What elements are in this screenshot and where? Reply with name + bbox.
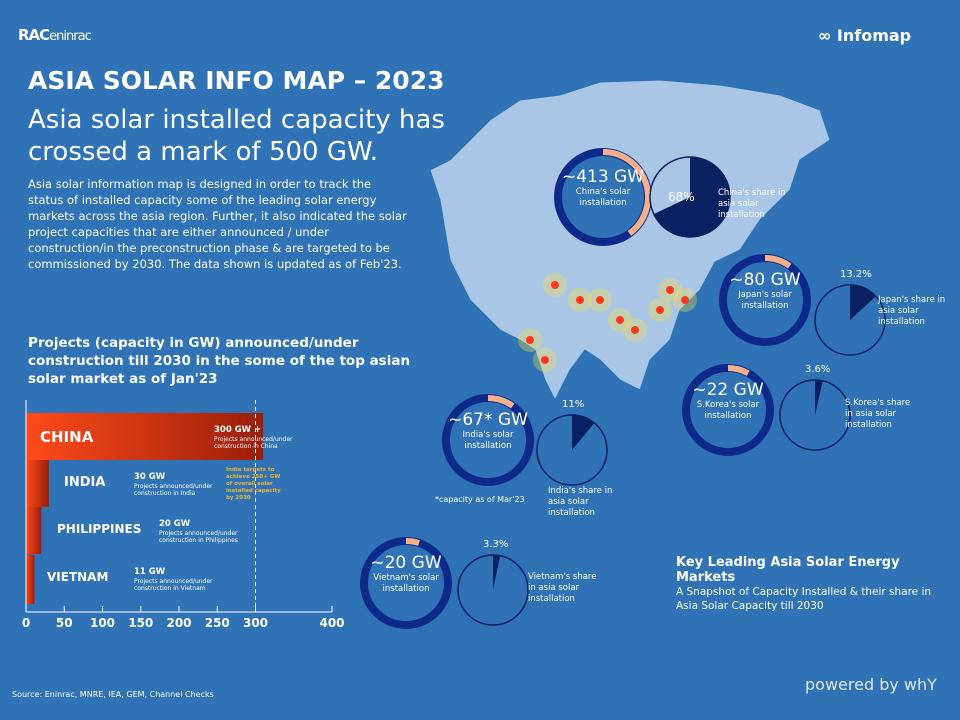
subtitle: Asia solar installed capacity has crosse…	[28, 105, 445, 167]
bar-philippines	[26, 507, 42, 554]
share-pie-slice	[815, 380, 823, 415]
pie-section-title: Key Leading Asia Solar Energy Markets	[676, 555, 900, 585]
project-hotspot	[666, 286, 674, 294]
bar-china	[26, 413, 264, 460]
capacity-ring-accent	[405, 538, 420, 546]
x-tick-label: 200	[166, 616, 192, 630]
project-hotspot	[631, 326, 639, 334]
description: Asia solar information map is designed i…	[28, 177, 407, 271]
x-tick-label: 400	[319, 616, 345, 630]
project-hotspot	[541, 356, 549, 364]
bar-description: Projects announced/under construction in…	[159, 530, 238, 544]
x-tick-label: 50	[55, 616, 73, 630]
capacity-label: ~20 GW Vietnam's solar installation	[361, 553, 451, 595]
bar-category-label: INDIA	[64, 475, 106, 490]
source: Source: Eninrac, MNRE, IEA, GEM, Channel…	[12, 690, 214, 699]
project-hotspot	[596, 296, 604, 304]
capacity-label: ~67* GW India's solar installation	[443, 410, 533, 452]
bar-chart-title: Projects (capacity in GW) announced/unde…	[28, 335, 411, 387]
project-hotspot	[656, 306, 664, 314]
capacity-caption: China's solar installation	[575, 187, 631, 208]
capacity-value: ~80 GW	[729, 270, 801, 290]
share-caption: Japan's share in asia solar installation	[878, 295, 946, 327]
capacity-label: ~413 GW China's solar installation	[558, 167, 648, 209]
bar-description: Projects announced/under construction in…	[214, 436, 293, 450]
bar-description: Projects announced/under construction in…	[134, 483, 213, 497]
powered-by: powered by whY	[805, 675, 937, 694]
footnote: *capacity as of Mar'23	[435, 495, 525, 504]
project-hotspot	[576, 296, 584, 304]
x-tick-label: 150	[128, 616, 154, 630]
capacity-label: ~22 GW S.Korea's solar installation	[683, 380, 773, 422]
x-tick-label: 100	[89, 616, 116, 630]
capacity-value: ~413 GW	[561, 167, 645, 187]
infomap-brand: ∞ Infomap	[818, 26, 912, 45]
eninrac-logo: RACeninrac	[18, 26, 92, 44]
share-percent: 68%	[668, 190, 695, 204]
capacity-value: ~67* GW	[448, 410, 528, 430]
bar-description: Projects announced/under construction in…	[134, 578, 213, 592]
bar-value-label: 300 GW +	[214, 425, 262, 435]
x-tick-label: 0	[21, 616, 31, 630]
share-pie-slice	[850, 285, 876, 320]
capacity-label: ~80 GW Japan's solar installation	[720, 270, 810, 312]
capacity-caption: S.Korea's solar installation	[696, 400, 760, 421]
capacity-caption: Japan's solar installation	[738, 290, 792, 311]
capacity-value: ~20 GW	[370, 553, 442, 573]
share-caption: Vietnam's share in asia solar installati…	[528, 572, 597, 604]
india-target-annotation: India targets to achieve 250+ GW of over…	[226, 467, 281, 501]
bar-category-label: PHILIPPINES	[57, 522, 142, 536]
asia-map	[429, 79, 831, 402]
share-pie-slice	[653, 157, 730, 237]
x-tick-label: 250	[204, 616, 230, 630]
bar-vietnam	[26, 555, 35, 604]
share-percent: 13.2%	[840, 269, 872, 280]
capacity-ring-accent	[602, 149, 651, 236]
page-title: ASIA SOLAR INFO MAP – 2023	[28, 66, 445, 95]
x-tick-label: 300	[242, 616, 269, 630]
key-markets-legend: Key Leading Asia Solar Energy Markets A …	[676, 555, 946, 613]
capacity-value: ~22 GW	[692, 380, 764, 400]
share-percent: 3.3%	[483, 539, 509, 550]
share-percent: 11%	[562, 399, 585, 410]
bar-value-label: 11 GW	[134, 567, 166, 577]
share-pie-slice	[493, 555, 501, 590]
capacity-caption: Vietnam's solar installation	[373, 573, 439, 594]
pie-section-subtitle: A Snapshot of Capacity Installed & their…	[676, 586, 932, 612]
capacity-ring-accent	[727, 365, 750, 376]
share-caption: S.Korea's share in asia solar installati…	[845, 398, 911, 430]
project-hotspot	[551, 281, 559, 289]
project-hotspot	[681, 296, 689, 304]
bar-category-label: CHINA	[40, 428, 94, 446]
capacity-ring-accent	[487, 395, 515, 409]
share-percent: 3.6%	[805, 364, 831, 375]
bar-value-label: 30 GW	[134, 472, 166, 482]
capacity-caption: India's solar installation	[462, 430, 514, 451]
project-hotspot	[616, 316, 624, 324]
share-pie-slice	[572, 415, 595, 450]
bar-india	[26, 460, 49, 507]
bar-value-label: 20 GW	[159, 519, 191, 529]
project-hotspot	[526, 336, 534, 344]
capacity-ring-accent	[764, 255, 792, 269]
share-caption: India's share in asia solar installation	[548, 486, 613, 518]
share-caption: China's share in asia solar installation	[718, 188, 786, 220]
bar-category-label: VIETNAM	[47, 570, 109, 584]
